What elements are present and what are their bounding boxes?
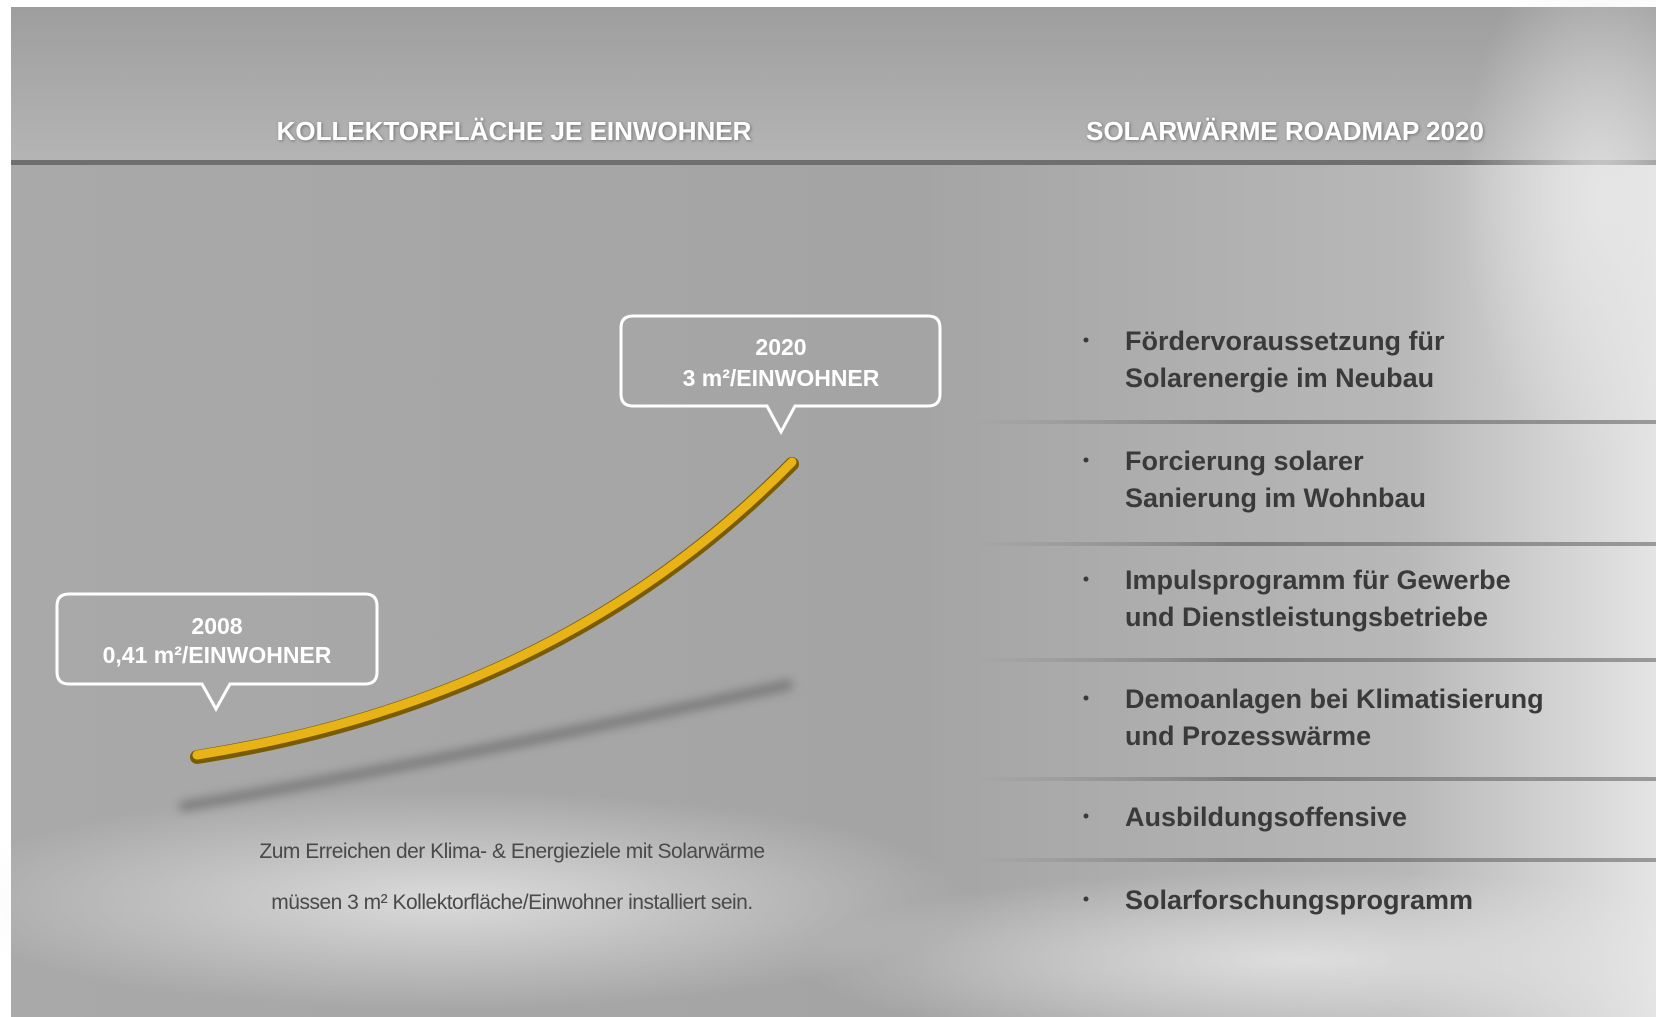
callout-year: 2020 [755,334,806,360]
separator [971,777,1656,781]
separator [971,858,1656,862]
list-item-line: und Dienstleistungsbetriebe [1125,602,1488,632]
bullet [1084,458,1089,463]
separator [971,420,1656,424]
list-item-line: Solarforschungsprogramm [1125,885,1473,915]
left-title: KOLLEKTORFLÄCHE JE EINWOHNER [277,116,752,146]
callout-value: 3 m²/EINWOHNER [683,365,880,391]
callout-value: 0,41 m²/EINWOHNER [103,642,332,668]
list-item-line: Sanierung im Wohnbau [1125,483,1426,513]
header-rule [11,160,1656,165]
list-item-line: Fördervoraussetzung für [1125,326,1445,356]
list-item-line: Solarenergie im Neubau [1125,363,1434,393]
separator [971,542,1656,546]
bullet [1084,696,1089,701]
infographic: KOLLEKTORFLÄCHE JE EINWOHNER SOLARWÄRME … [0,0,1656,1017]
bullet [1084,338,1089,343]
list-item-line: Impulsprogramm für Gewerbe [1125,565,1511,595]
caption-line: müssen 3 m² Kollektorfläche/Einwohner in… [271,891,752,914]
callout-year: 2008 [191,613,242,639]
list-item-line: und Prozesswärme [1125,721,1371,751]
list-item-line: Demoanlagen bei Klimatisierung [1125,684,1544,714]
bullet [1084,577,1089,582]
bullet [1084,814,1089,819]
separator [971,658,1656,662]
list-item-line: Forcierung solarer [1125,446,1364,476]
right-title: SOLARWÄRME ROADMAP 2020 [1086,116,1484,146]
caption-line: Zum Erreichen der Klima- & Energieziele … [259,840,764,863]
list-item-line: Ausbildungsoffensive [1125,802,1407,832]
bullet [1084,897,1089,902]
